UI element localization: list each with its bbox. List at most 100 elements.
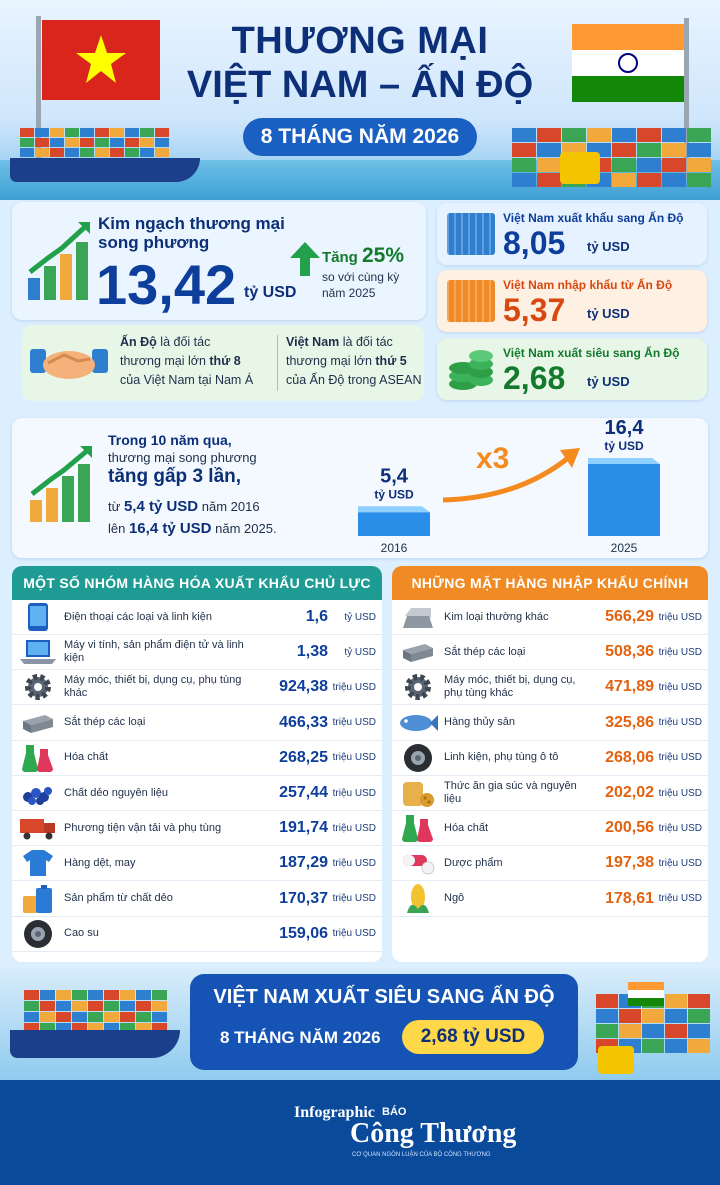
export-value-card: Việt Nam xuất khẩu sang Ấn Độ 8,05 tỷ US…	[437, 203, 707, 265]
export-label: Việt Nam xuất khẩu sang Ấn Độ	[503, 211, 684, 225]
brand-bao: BÁO	[382, 1106, 407, 1118]
flag-pole-left	[36, 16, 41, 176]
partner-right-t3: của Ấn Độ trong ASEAN	[286, 373, 422, 387]
surplus-label: Việt Nam xuất siêu sang Ấn Độ	[503, 346, 680, 360]
item-value: 566,29	[605, 608, 654, 625]
phone-icon	[12, 602, 64, 632]
partner-right-t1: là đối tác	[339, 335, 393, 349]
bar-value-label-2025: 16,4	[605, 418, 645, 439]
surplus-banner-title: VIỆT NAM XUẤT SIÊU SANG ẤN ĐỘ	[213, 986, 555, 1008]
import-value: 5,37	[503, 292, 566, 328]
truck-icon	[12, 816, 64, 840]
surplus-value-card: Việt Nam xuất siêu sang Ấn Độ 2,68 tỷ US…	[437, 338, 707, 400]
item-unit: triệu USD	[658, 611, 702, 623]
growth-prefix: Tăng	[322, 249, 362, 266]
footer-ship-hull	[10, 1030, 180, 1058]
hero-banner: THƯƠNG MẠI VIỆT NAM – ẤN ĐỘ 8 THÁNG NĂM …	[0, 0, 720, 200]
fish-icon	[392, 712, 444, 734]
item-unit: tỷ USD	[344, 611, 376, 623]
ten-year-trend-card: Trong 10 năm qua, thương mại song phương…	[12, 418, 708, 558]
surplus-banner-value: 2,68 tỷ USD	[402, 1020, 544, 1054]
steel-icon	[392, 640, 444, 664]
item-name: Hóa chất	[64, 751, 109, 764]
item-unit: triệu USD	[332, 822, 376, 834]
total-label-line2: song phương	[98, 233, 210, 252]
partner-left-t2a: thương mại lớn	[120, 354, 210, 368]
partner-left-country: Ấn Độ	[120, 335, 157, 349]
item-value: 178,61	[605, 889, 654, 907]
item-name: Chất dẻo nguyên liệu	[64, 786, 168, 799]
item-unit: triệu USD	[658, 752, 702, 764]
partner-divider	[277, 335, 278, 391]
item-unit: triệu USD	[332, 717, 376, 729]
item-unit: triệu USD	[332, 787, 376, 799]
item-name: Hàng thủy sản	[444, 716, 515, 729]
item-value: 471,89	[605, 678, 654, 696]
item-unit: triệu USD	[658, 717, 702, 729]
coins-icon	[449, 350, 493, 390]
page-title-line2: VIỆT NAM – ẤN ĐỘ	[186, 64, 534, 106]
tire-icon	[392, 743, 444, 773]
item-unit: triệu USD	[658, 787, 702, 799]
item-name: Hóa chất	[444, 821, 489, 834]
footer-ship-containers	[24, 990, 167, 1033]
brand-footer: Infographic BÁO Công Thương CƠ QUAN NGÔN…	[0, 1080, 720, 1185]
import-label: Việt Nam nhập khẩu từ Ấn Độ	[503, 278, 673, 292]
list-item: Thức ăn gia súc và nguyên liệu 202,02 triệ…	[392, 776, 708, 811]
trend-line1: Trong 10 năm qua,	[108, 432, 232, 448]
laptop-icon	[12, 639, 64, 665]
trend-line5: lên 16,4 tỷ USD năm 2025.	[108, 520, 277, 537]
forklift-icon	[560, 152, 600, 184]
orange-container-icon	[447, 280, 495, 322]
list-item: Phương tiện vận tải và phụ tùng 191,74 tri…	[12, 811, 382, 847]
import-unit: tỷ USD	[587, 306, 630, 321]
item-value: 197,38	[605, 854, 654, 872]
bar-top-2016	[358, 506, 430, 513]
list-item: Linh kiện, phụ tùng ô tô 268,06 triệu USD	[392, 741, 708, 776]
trend-line3: tăng gấp 3 lần,	[108, 466, 242, 487]
partner-left-t3: của Việt Nam tại Nam Á	[120, 373, 254, 387]
export-unit: tỷ USD	[587, 239, 630, 254]
feed-icon	[392, 778, 444, 808]
footer-forklift-icon	[598, 1046, 634, 1074]
item-unit: triệu USD	[658, 893, 702, 905]
partner-left-text: Ấn Độ là đối tác thương mại lớn thứ 8 củ…	[120, 333, 253, 390]
item-name: Linh kiện, phụ tùng ô tô	[444, 751, 559, 764]
item-value: 466,33	[279, 713, 328, 731]
ingot-icon	[392, 604, 444, 630]
item-unit: triệu USD	[658, 857, 702, 869]
partner-right-rank: thứ 5	[375, 354, 407, 368]
item-name: Sản phẩm từ chất dẻo	[64, 892, 173, 905]
bar-value-label-2016: 5,4	[380, 465, 409, 487]
item-name: Phương tiện vận tải và phụ tùng	[64, 821, 222, 834]
list-item: Hàng thủy sản 325,86 triệu USD	[392, 706, 708, 741]
list-item: Dược phẩm 197,38 triệu USD	[392, 846, 708, 882]
surplus-value: 2,68	[503, 360, 566, 396]
trend-line4-b: 5,4 tỷ USD	[123, 498, 199, 515]
item-name: Sắt thép các loại	[444, 645, 526, 658]
item-name: Hàng dệt, may	[64, 856, 136, 869]
item-name: Kim loại thường khác	[444, 610, 549, 623]
item-unit: triệu USD	[332, 893, 376, 905]
item-value: 1,6	[305, 608, 328, 625]
exports-list-card: MỘT SỐ NHÓM HÀNG HÓA XUẤT KHẨU CHỦ LỰC Đ…	[12, 566, 382, 962]
flask-icon	[392, 813, 444, 843]
bar-unit-label-2016: tỷ USD	[374, 487, 414, 501]
growth-text: Tăng 25%	[322, 244, 404, 268]
trend-line4: từ 5,4 tỷ USD năm 2016	[108, 498, 260, 515]
vietnam-flag-icon	[42, 20, 160, 100]
ship-hull-left	[10, 158, 200, 182]
page-title-line1: THƯƠNG MẠI	[231, 20, 489, 62]
list-item: Sắt thép các loại 466,33 triệu USD	[12, 706, 382, 741]
surplus-unit: tỷ USD	[587, 374, 630, 389]
list-item: Sắt thép các loại 508,36 triệu USD	[392, 635, 708, 671]
trend-line5-a: lên	[108, 521, 129, 536]
item-unit: triệu USD	[658, 681, 702, 693]
footer-banner: VIỆT NAM XUẤT SIÊU SANG ẤN ĐỘ 8 THÁNG NĂ…	[0, 968, 720, 1080]
trend-chart-icon	[30, 446, 92, 522]
item-value: 1,38	[296, 643, 328, 661]
shirt-icon	[12, 849, 64, 877]
trend-line5-b: 16,4 tỷ USD	[128, 520, 212, 537]
growth-compare-line2: năm 2025	[322, 286, 376, 300]
item-name: Máy móc, thiết bị, dụng cụ, phụ tùng khá…	[444, 674, 576, 700]
